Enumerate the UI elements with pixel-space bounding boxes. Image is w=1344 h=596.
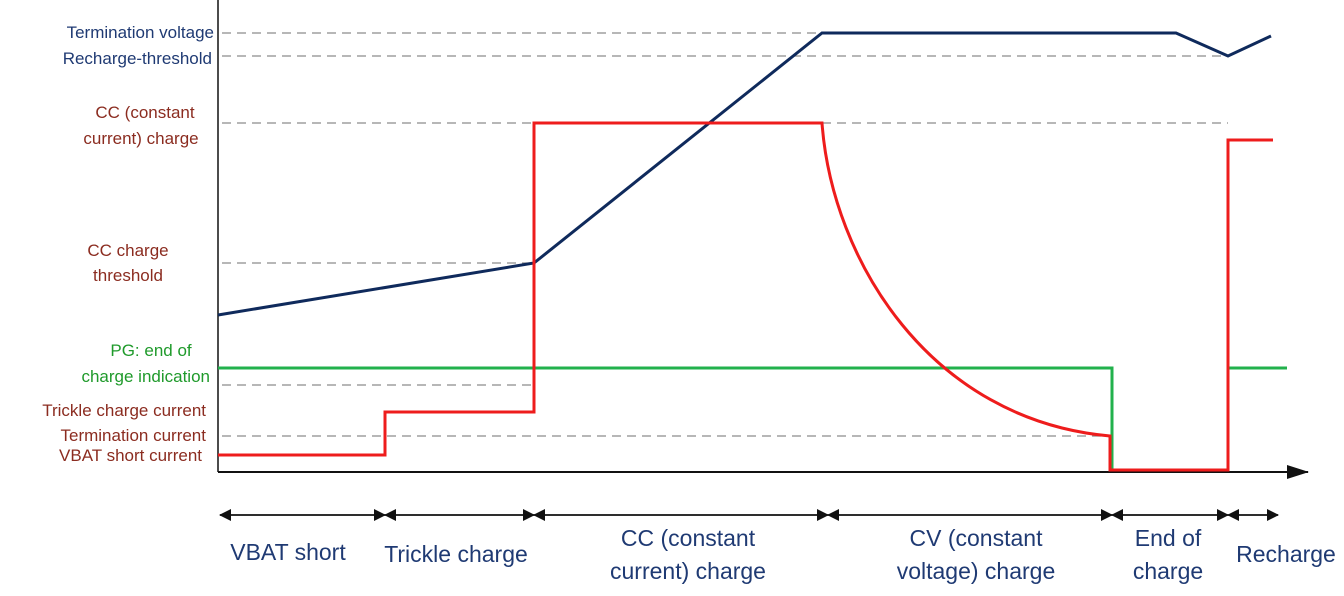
cc-threshold-label-line1: CC charge	[87, 241, 168, 260]
phase-label-vbat-short: VBAT short	[230, 539, 346, 565]
phase-label-cv-line1: CV (constant	[910, 525, 1044, 551]
phase-label-recharge: Recharge	[1236, 541, 1336, 567]
cc-charge-label-line1: CC (constant	[95, 103, 194, 122]
phase-label-cv-line2: voltage) charge	[897, 558, 1056, 584]
pg-label-line1: PG: end of	[110, 341, 192, 360]
termination-current-label: Termination current	[60, 426, 206, 445]
phase-label-cc-line2: current) charge	[610, 558, 766, 584]
battery-voltage-curve	[217, 31, 1272, 317]
vbat-short-current-label: VBAT short current	[59, 446, 202, 465]
cc-charge-label-line2: current) charge	[83, 129, 198, 148]
phase-label-end-of-charge-line1: End of	[1135, 525, 1202, 551]
pg-signal-line	[218, 366, 1287, 470]
trickle-current-label: Trickle charge current	[42, 401, 206, 420]
cc-threshold-label-line2: threshold	[93, 266, 163, 285]
recharge-threshold-label: Recharge-threshold	[63, 49, 212, 68]
charge-current-curve	[218, 121, 1273, 472]
phase-label-cc-line1: CC (constant	[621, 525, 756, 551]
phase-label-trickle: Trickle charge	[384, 541, 528, 567]
termination-voltage-label: Termination voltage	[67, 23, 214, 42]
pg-label-line2: charge indication	[81, 367, 210, 386]
phase-label-end-of-charge-line2: charge	[1133, 558, 1203, 584]
